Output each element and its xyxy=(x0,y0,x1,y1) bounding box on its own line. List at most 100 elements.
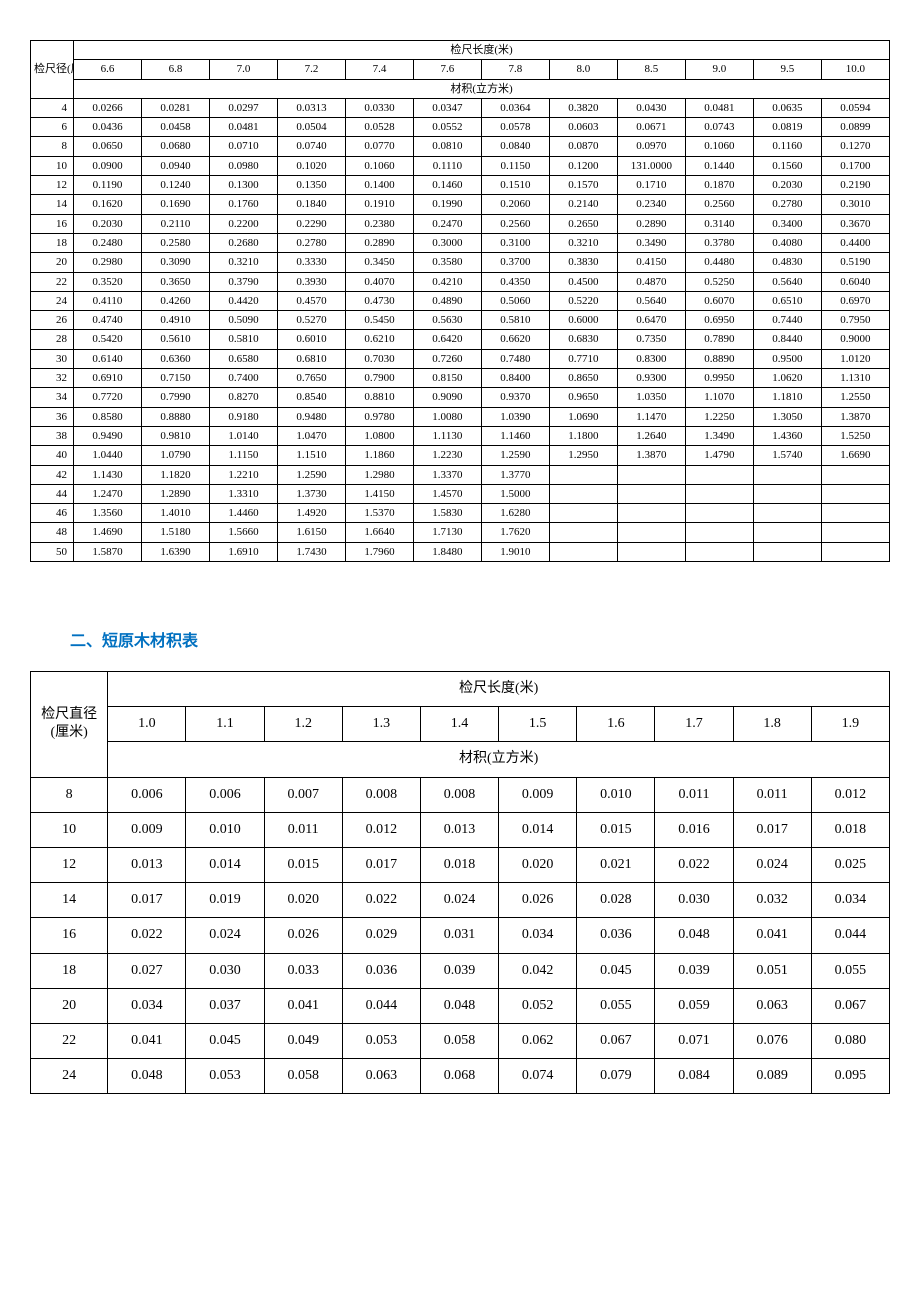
value-cell: 0.4740 xyxy=(74,311,142,330)
value-cell xyxy=(821,523,889,542)
diameter-cell: 26 xyxy=(31,311,74,330)
value-cell: 0.7440 xyxy=(753,311,821,330)
diameter-cell: 12 xyxy=(31,847,108,882)
value-cell: 0.041 xyxy=(264,988,342,1023)
value-cell: 0.062 xyxy=(499,1023,577,1058)
value-cell xyxy=(685,542,753,561)
value-cell: 0.6000 xyxy=(549,311,617,330)
table-row: 300.61400.63600.65800.68100.70300.72600.… xyxy=(31,349,890,368)
table2-wrap: 检尺直径(厘米) 检尺长度(米) 1.01.11.21.31.41.51.61.… xyxy=(30,671,890,1094)
value-cell: 0.1440 xyxy=(685,156,753,175)
value-cell: 0.5190 xyxy=(821,253,889,272)
diameter-cell: 10 xyxy=(31,156,74,175)
value-cell: 0.9650 xyxy=(549,388,617,407)
value-cell: 1.7960 xyxy=(345,542,413,561)
value-cell: 0.034 xyxy=(499,918,577,953)
table-row: 60.04360.04580.04810.05040.05280.05520.0… xyxy=(31,118,890,137)
value-cell: 0.049 xyxy=(264,1023,342,1058)
table-row: 200.29800.30900.32100.33300.34500.35800.… xyxy=(31,253,890,272)
value-cell: 0.027 xyxy=(108,953,186,988)
value-cell: 0.0671 xyxy=(617,118,685,137)
table-row: 401.04401.07901.11501.15101.18601.22301.… xyxy=(31,446,890,465)
value-cell: 0.024 xyxy=(420,883,498,918)
table-row: 441.24701.28901.33101.37301.41501.45701.… xyxy=(31,484,890,503)
value-cell: 0.018 xyxy=(420,847,498,882)
value-cell: 0.063 xyxy=(342,1059,420,1094)
table-row: 140.0170.0190.0200.0220.0240.0260.0280.0… xyxy=(31,883,890,918)
value-cell: 131.0000 xyxy=(617,156,685,175)
value-cell: 0.2140 xyxy=(549,195,617,214)
value-cell: 0.4260 xyxy=(142,291,210,310)
value-cell: 1.0350 xyxy=(617,388,685,407)
value-cell: 0.008 xyxy=(342,777,420,812)
value-cell: 0.5090 xyxy=(209,311,277,330)
value-cell: 0.2290 xyxy=(277,214,345,233)
table-row: 220.35200.36500.37900.39300.40700.42100.… xyxy=(31,272,890,291)
value-cell: 0.013 xyxy=(108,847,186,882)
length-header: 1.4 xyxy=(420,707,498,742)
value-cell: 0.0481 xyxy=(685,98,753,117)
table-row: 140.16200.16900.17600.18400.19100.19900.… xyxy=(31,195,890,214)
value-cell: 0.2780 xyxy=(277,233,345,252)
value-cell: 0.4480 xyxy=(685,253,753,272)
value-cell: 0.0436 xyxy=(74,118,142,137)
value-cell: 1.7130 xyxy=(413,523,481,542)
value-cell: 0.0940 xyxy=(142,156,210,175)
value-cell: 0.2890 xyxy=(345,233,413,252)
value-cell: 0.4350 xyxy=(481,272,549,291)
value-cell: 0.037 xyxy=(186,988,264,1023)
value-cell: 0.1620 xyxy=(74,195,142,214)
value-cell: 1.0800 xyxy=(345,426,413,445)
t1-mid-header: 材积(立方米) xyxy=(74,79,890,98)
value-cell: 1.2250 xyxy=(685,407,753,426)
value-cell: 0.051 xyxy=(733,953,811,988)
value-cell: 0.1510 xyxy=(481,176,549,195)
value-cell: 0.3700 xyxy=(481,253,549,272)
value-cell: 1.2980 xyxy=(345,465,413,484)
value-cell: 0.8880 xyxy=(142,407,210,426)
value-cell: 0.080 xyxy=(811,1023,889,1058)
value-cell: 0.3400 xyxy=(753,214,821,233)
value-cell: 0.3520 xyxy=(74,272,142,291)
value-cell: 0.021 xyxy=(577,847,655,882)
diameter-cell: 16 xyxy=(31,214,74,233)
value-cell: 0.9480 xyxy=(277,407,345,426)
value-cell: 0.0710 xyxy=(209,137,277,156)
value-cell: 0.0364 xyxy=(481,98,549,117)
value-cell: 0.0578 xyxy=(481,118,549,137)
table-row: 501.58701.63901.69101.74301.79601.84801.… xyxy=(31,542,890,561)
value-cell: 0.1910 xyxy=(345,195,413,214)
value-cell: 0.017 xyxy=(108,883,186,918)
value-cell: 0.3830 xyxy=(549,253,617,272)
diameter-cell: 44 xyxy=(31,484,74,503)
value-cell: 0.053 xyxy=(186,1059,264,1094)
value-cell: 0.044 xyxy=(811,918,889,953)
diameter-cell: 42 xyxy=(31,465,74,484)
length-header: 1.8 xyxy=(733,707,811,742)
table-row: 481.46901.51801.56601.61501.66401.71301.… xyxy=(31,523,890,542)
value-cell: 0.055 xyxy=(577,988,655,1023)
value-cell: 1.3730 xyxy=(277,484,345,503)
value-cell: 1.3870 xyxy=(617,446,685,465)
table-row: 120.11900.12400.13000.13500.14000.14600.… xyxy=(31,176,890,195)
value-cell: 1.3770 xyxy=(481,465,549,484)
value-cell: 0.015 xyxy=(264,847,342,882)
diameter-cell: 22 xyxy=(31,272,74,291)
value-cell: 0.3330 xyxy=(277,253,345,272)
value-cell: 1.1310 xyxy=(821,369,889,388)
diameter-cell: 50 xyxy=(31,542,74,561)
value-cell: 0.028 xyxy=(577,883,655,918)
table-row: 160.0220.0240.0260.0290.0310.0340.0360.0… xyxy=(31,918,890,953)
value-cell: 0.1060 xyxy=(685,137,753,156)
value-cell: 0.0481 xyxy=(209,118,277,137)
value-cell: 1.0620 xyxy=(753,369,821,388)
value-cell: 0.019 xyxy=(186,883,264,918)
value-cell: 0.079 xyxy=(577,1059,655,1094)
length-header: 1.3 xyxy=(342,707,420,742)
value-cell xyxy=(821,504,889,523)
diameter-cell: 38 xyxy=(31,426,74,445)
value-cell: 0.3930 xyxy=(277,272,345,291)
value-cell: 1.6280 xyxy=(481,504,549,523)
length-header: 7.6 xyxy=(413,60,481,79)
value-cell: 0.3780 xyxy=(685,233,753,252)
